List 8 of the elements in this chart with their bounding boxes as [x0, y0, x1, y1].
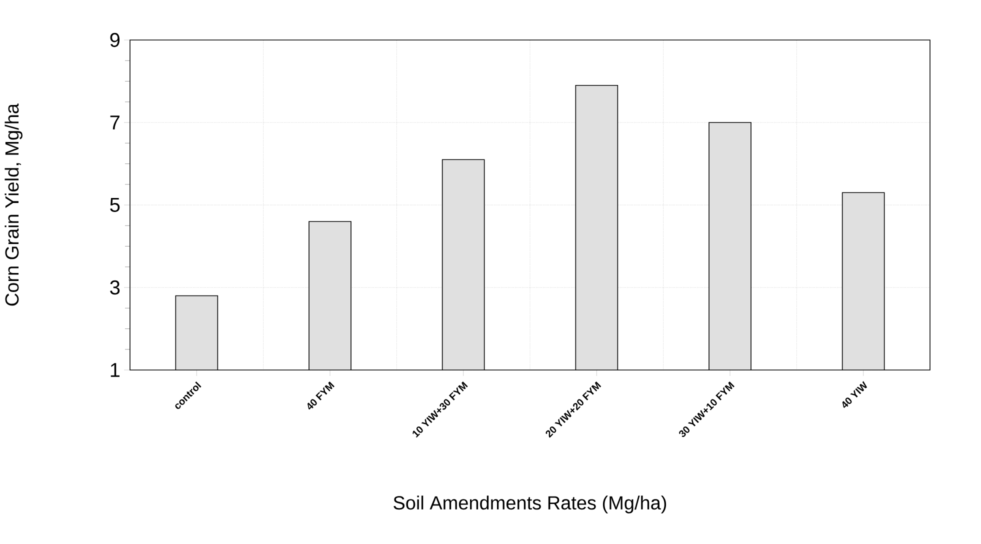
x-tick-label: 40 YIW: [842, 381, 868, 408]
y-tick-label: 3: [110, 280, 120, 295]
y-axis-title: Corn Grain Yield, Mg/ha: [4, 103, 22, 306]
y-tick-label: 7: [110, 116, 120, 130]
y-tick-label: 9: [110, 32, 120, 48]
x-axis-title: Soil Amendments Rates (Mg/ha): [394, 496, 666, 514]
y-tick-label: 5: [110, 198, 120, 212]
y-tick-label: 1: [110, 363, 120, 377]
